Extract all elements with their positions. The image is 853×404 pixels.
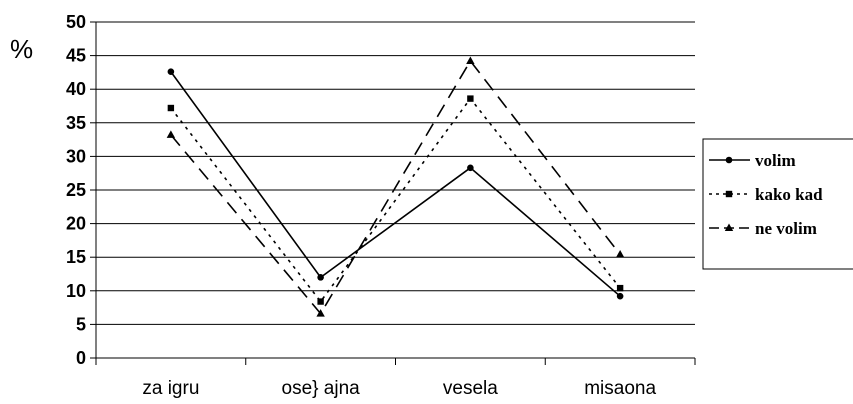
x-tick-label: za igru [142,378,199,399]
data-point [317,298,324,305]
y-axis-label: % [10,34,33,64]
axes [90,21,696,365]
y-tick-label: 45 [66,46,86,66]
y-tick-labels: 0 5 10 15 20 25 30 35 40 45 50 [66,12,86,368]
data-point [317,274,324,281]
legend-label: volim [755,151,796,170]
legend-marker [725,190,733,198]
series-lines [166,56,625,317]
y-tick-label: 35 [66,113,86,133]
data-point [616,292,624,300]
data-point [166,130,176,138]
series-line-kako-kad [170,97,621,303]
data-point [467,95,474,102]
y-tick-label: 25 [66,180,86,200]
data-point [167,104,175,112]
series-line-volim [170,71,621,297]
legend-marker [725,156,733,164]
data-point [316,309,325,317]
legend-marker [724,223,734,231]
y-tick-label: 5 [76,314,86,334]
legend-label: kako kad [755,185,823,204]
data-point [467,164,474,172]
data-point [615,250,625,258]
grid-lines [96,21,695,325]
y-tick-label: 50 [66,12,86,32]
y-tick-label: 10 [66,281,86,301]
data-point [167,68,175,76]
data-point [616,284,624,292]
data-point [466,56,475,64]
x-tick-label: ose} ajna [282,378,361,399]
x-tick-label: misaona [584,378,656,399]
y-tick-label: 15 [66,247,86,267]
legend: volim kako kad ne volim [702,138,853,270]
x-tick-labels: za igru ose} ajna vesela misaona [142,378,656,399]
y-tick-label: 40 [66,79,86,99]
y-tick-label: 0 [76,348,86,368]
x-tick-label: vesela [443,378,498,399]
series-line-ne-volim [170,59,621,316]
y-tick-label: 30 [66,146,86,166]
legend-label: ne volim [755,219,817,238]
y-tick-label: 20 [66,214,86,234]
